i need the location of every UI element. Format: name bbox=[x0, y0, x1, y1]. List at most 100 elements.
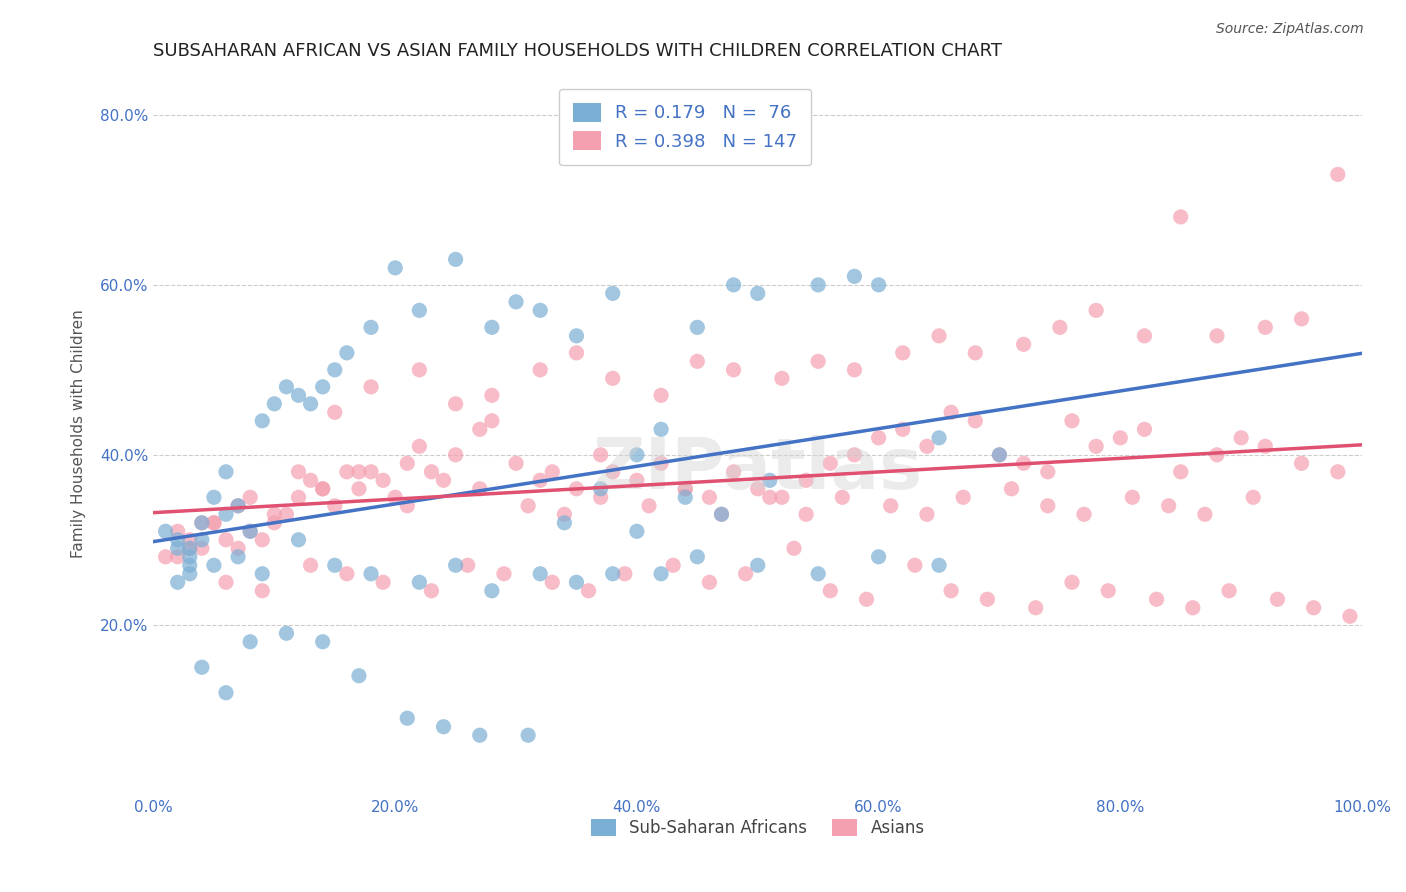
Point bbox=[492, 566, 515, 581]
Point bbox=[1327, 465, 1350, 479]
Point bbox=[336, 465, 359, 479]
Point bbox=[347, 669, 370, 683]
Point bbox=[276, 380, 298, 394]
Point bbox=[820, 456, 842, 470]
Point bbox=[565, 329, 588, 343]
Point bbox=[1254, 439, 1277, 453]
Point bbox=[239, 524, 262, 539]
Point bbox=[444, 558, 467, 573]
Point bbox=[1254, 320, 1277, 334]
Point bbox=[1206, 448, 1229, 462]
Point bbox=[915, 508, 938, 522]
Point bbox=[323, 405, 346, 419]
Point bbox=[276, 508, 298, 522]
Point bbox=[589, 482, 612, 496]
Point bbox=[699, 575, 721, 590]
Point bbox=[1170, 465, 1192, 479]
Point bbox=[252, 566, 274, 581]
Point bbox=[734, 566, 756, 581]
Point bbox=[807, 354, 830, 368]
Point bbox=[287, 388, 309, 402]
Point bbox=[1291, 311, 1313, 326]
Text: Source: ZipAtlas.com: Source: ZipAtlas.com bbox=[1216, 22, 1364, 37]
Point bbox=[988, 448, 1011, 462]
Point bbox=[444, 252, 467, 267]
Point bbox=[517, 499, 540, 513]
Point bbox=[1060, 575, 1083, 590]
Point bbox=[179, 558, 201, 573]
Point bbox=[650, 566, 672, 581]
Point bbox=[686, 354, 709, 368]
Point bbox=[191, 541, 214, 556]
Point bbox=[831, 491, 853, 505]
Point bbox=[276, 626, 298, 640]
Point bbox=[891, 422, 914, 436]
Point bbox=[505, 456, 527, 470]
Y-axis label: Family Households with Children: Family Households with Children bbox=[72, 310, 86, 558]
Point bbox=[215, 508, 238, 522]
Point bbox=[1121, 491, 1143, 505]
Point bbox=[226, 499, 249, 513]
Point bbox=[347, 465, 370, 479]
Point bbox=[529, 473, 551, 487]
Point bbox=[191, 533, 214, 547]
Point bbox=[723, 363, 745, 377]
Point bbox=[710, 508, 733, 522]
Point bbox=[226, 499, 249, 513]
Point bbox=[578, 583, 600, 598]
Point bbox=[1327, 168, 1350, 182]
Point bbox=[263, 508, 285, 522]
Point bbox=[202, 558, 225, 573]
Point bbox=[468, 482, 491, 496]
Point bbox=[928, 329, 950, 343]
Point bbox=[1097, 583, 1119, 598]
Point bbox=[312, 380, 335, 394]
Point bbox=[723, 465, 745, 479]
Point bbox=[589, 491, 612, 505]
Point bbox=[336, 346, 359, 360]
Point bbox=[686, 549, 709, 564]
Point bbox=[166, 549, 188, 564]
Point bbox=[299, 558, 322, 573]
Point bbox=[904, 558, 927, 573]
Point bbox=[155, 549, 177, 564]
Point bbox=[1109, 431, 1132, 445]
Point bbox=[252, 414, 274, 428]
Point bbox=[202, 516, 225, 530]
Point bbox=[1000, 482, 1022, 496]
Point bbox=[396, 499, 419, 513]
Point bbox=[868, 277, 890, 292]
Point bbox=[553, 516, 575, 530]
Point bbox=[710, 508, 733, 522]
Point bbox=[1267, 592, 1289, 607]
Point bbox=[312, 634, 335, 648]
Point bbox=[844, 269, 866, 284]
Point bbox=[1133, 422, 1156, 436]
Point bbox=[662, 558, 685, 573]
Legend: Sub-Saharan Africans, Asians: Sub-Saharan Africans, Asians bbox=[583, 813, 931, 844]
Point bbox=[323, 499, 346, 513]
Point bbox=[481, 583, 503, 598]
Point bbox=[239, 634, 262, 648]
Point bbox=[202, 491, 225, 505]
Text: SUBSAHARAN AFRICAN VS ASIAN FAMILY HOUSEHOLDS WITH CHILDREN CORRELATION CHART: SUBSAHARAN AFRICAN VS ASIAN FAMILY HOUSE… bbox=[153, 42, 1002, 60]
Point bbox=[191, 516, 214, 530]
Point bbox=[747, 286, 769, 301]
Point bbox=[1085, 439, 1108, 453]
Point bbox=[166, 575, 188, 590]
Point bbox=[541, 575, 564, 590]
Point bbox=[1012, 337, 1035, 351]
Point bbox=[626, 448, 648, 462]
Point bbox=[638, 499, 661, 513]
Point bbox=[1060, 414, 1083, 428]
Point bbox=[347, 482, 370, 496]
Point bbox=[360, 380, 382, 394]
Point bbox=[1157, 499, 1180, 513]
Point bbox=[481, 320, 503, 334]
Point bbox=[179, 541, 201, 556]
Point bbox=[336, 566, 359, 581]
Point bbox=[299, 473, 322, 487]
Point bbox=[723, 277, 745, 292]
Point bbox=[287, 465, 309, 479]
Point bbox=[1025, 600, 1047, 615]
